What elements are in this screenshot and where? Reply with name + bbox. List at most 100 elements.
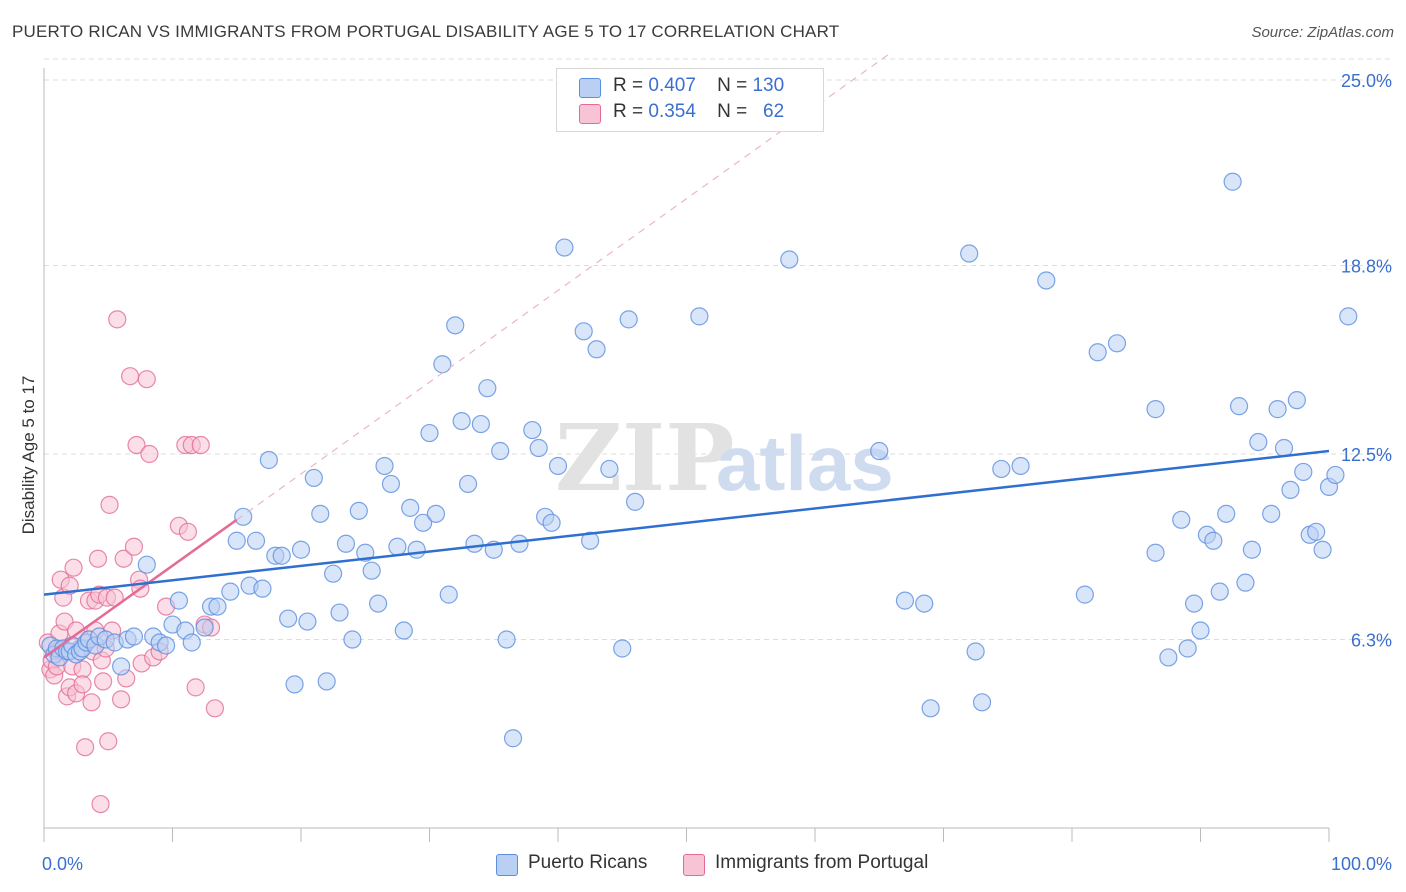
- legend-n-label: N =: [717, 101, 748, 122]
- point-puerto-ricans: [253, 579, 272, 598]
- point-puerto-ricans: [1307, 522, 1326, 541]
- point-puerto-ricans: [246, 531, 266, 550]
- point-puerto-ricans: [1146, 543, 1165, 562]
- point-puerto-ricans: [1236, 573, 1255, 592]
- point-puerto-ricans: [625, 492, 645, 511]
- point-puerto-ricans: [169, 591, 189, 610]
- legend-r-value: 0.407: [648, 75, 696, 96]
- point-puerto-ricans: [1268, 400, 1287, 419]
- point-immigrants-from-portugal: [108, 310, 127, 329]
- point-puerto-ricans: [1075, 585, 1094, 604]
- point-puerto-ricans: [420, 423, 439, 443]
- point-puerto-ricans: [613, 639, 632, 658]
- point-puerto-ricans: [330, 603, 349, 622]
- point-puerto-ricans: [992, 459, 1011, 479]
- y-tick-label: 25.0%: [1341, 71, 1392, 91]
- tick-labels: 6.3% 12.5% 18.8% 25.0% 0.0% 100.0% Disability …: [19, 71, 1392, 874]
- point-immigrants-from-portugal: [60, 576, 79, 595]
- bottom-legend-label: Immigrants from Portugal: [715, 852, 929, 873]
- x-tick-label-min: 0.0%: [42, 854, 83, 874]
- point-puerto-ricans: [182, 633, 201, 652]
- point-puerto-ricans: [966, 642, 985, 661]
- point-immigrants-from-portugal: [82, 693, 101, 712]
- point-puerto-ricans: [1088, 343, 1107, 362]
- y-tick-label: 18.8%: [1341, 257, 1392, 277]
- point-immigrants-from-portugal: [111, 690, 131, 709]
- point-puerto-ricans: [369, 594, 388, 613]
- point-puerto-ricans: [497, 630, 516, 649]
- point-puerto-ricans: [458, 474, 478, 494]
- point-puerto-ricans: [137, 555, 156, 574]
- y-tick-label: 12.5%: [1341, 445, 1392, 465]
- point-immigrants-from-portugal: [191, 435, 210, 455]
- chart-source: Source: ZipAtlas.com: [1251, 24, 1394, 41]
- point-immigrants-from-portugal: [124, 537, 144, 556]
- point-puerto-ricans: [111, 657, 131, 676]
- point-puerto-ricans: [234, 507, 253, 526]
- point-puerto-ricans: [433, 355, 452, 374]
- point-puerto-ricans: [1274, 438, 1294, 458]
- point-immigrants-from-portugal: [120, 367, 140, 386]
- watermark-atlas: atlas: [716, 419, 894, 507]
- point-puerto-ricans: [124, 627, 144, 646]
- point-immigrants-from-portugal: [186, 678, 205, 697]
- point-puerto-ricans: [413, 513, 433, 532]
- correlation-legend: R = 0.407 N = 130 R = 0.354 N = 62: [556, 68, 824, 132]
- series-puerto-ricans: [41, 172, 1358, 748]
- point-immigrants-from-portugal: [88, 549, 108, 568]
- point-puerto-ricans: [510, 534, 529, 553]
- point-immigrants-from-portugal: [178, 522, 198, 541]
- point-puerto-ricans: [446, 316, 465, 335]
- point-puerto-ricans: [587, 340, 606, 359]
- point-immigrants-from-portugal: [91, 794, 110, 814]
- point-puerto-ricans: [478, 379, 497, 398]
- point-puerto-ricans: [349, 501, 368, 520]
- point-immigrants-from-portugal: [140, 444, 159, 464]
- point-puerto-ricans: [619, 310, 638, 329]
- bottom-legend-swatch-blue: [496, 854, 518, 876]
- point-puerto-ricans: [336, 534, 356, 553]
- point-puerto-ricans: [921, 699, 940, 718]
- point-puerto-ricans: [375, 456, 394, 476]
- point-puerto-ricans: [465, 534, 484, 553]
- point-puerto-ricans: [548, 456, 568, 476]
- point-puerto-ricans: [298, 612, 317, 631]
- legend-n-value: 62: [763, 101, 785, 122]
- watermark-zip: ZIP: [555, 404, 734, 512]
- series-immigrants-from-portugal: [38, 310, 225, 814]
- point-puerto-ricans: [1217, 504, 1236, 523]
- point-puerto-ricans: [1242, 540, 1262, 559]
- point-puerto-ricans: [1313, 540, 1332, 559]
- point-immigrants-from-portugal: [99, 732, 118, 751]
- legend-swatch-blue: [579, 78, 601, 98]
- point-puerto-ricans: [581, 531, 600, 550]
- point-puerto-ricans: [426, 504, 446, 523]
- point-puerto-ricans: [1107, 334, 1127, 353]
- point-puerto-ricans: [195, 618, 214, 637]
- point-puerto-ricans: [1339, 307, 1358, 326]
- point-puerto-ricans: [1146, 400, 1165, 419]
- point-puerto-ricans: [895, 591, 915, 610]
- point-immigrants-from-portugal: [114, 549, 133, 568]
- point-puerto-ricans: [1178, 639, 1197, 658]
- axes: [43, 68, 1330, 842]
- point-puerto-ricans: [471, 414, 490, 434]
- point-immigrants-from-portugal: [64, 558, 83, 577]
- trend-lines: [43, 52, 1330, 659]
- point-immigrants-from-portugal: [100, 495, 119, 514]
- point-puerto-ricans: [285, 675, 304, 694]
- point-puerto-ricans: [1249, 432, 1268, 452]
- legend-n-value: 130: [752, 75, 785, 96]
- point-puerto-ricans: [394, 621, 413, 640]
- point-puerto-ricans: [915, 594, 934, 613]
- point-puerto-ricans: [542, 513, 561, 532]
- bottom-legend-swatch-pink: [683, 854, 705, 876]
- trend-line-immigrants-from-portugal: [43, 518, 238, 659]
- point-puerto-ricans: [324, 564, 343, 583]
- point-puerto-ricans: [491, 441, 510, 461]
- point-puerto-ricans: [1326, 465, 1345, 485]
- point-puerto-ricans: [1037, 271, 1056, 290]
- point-puerto-ricans: [972, 693, 992, 712]
